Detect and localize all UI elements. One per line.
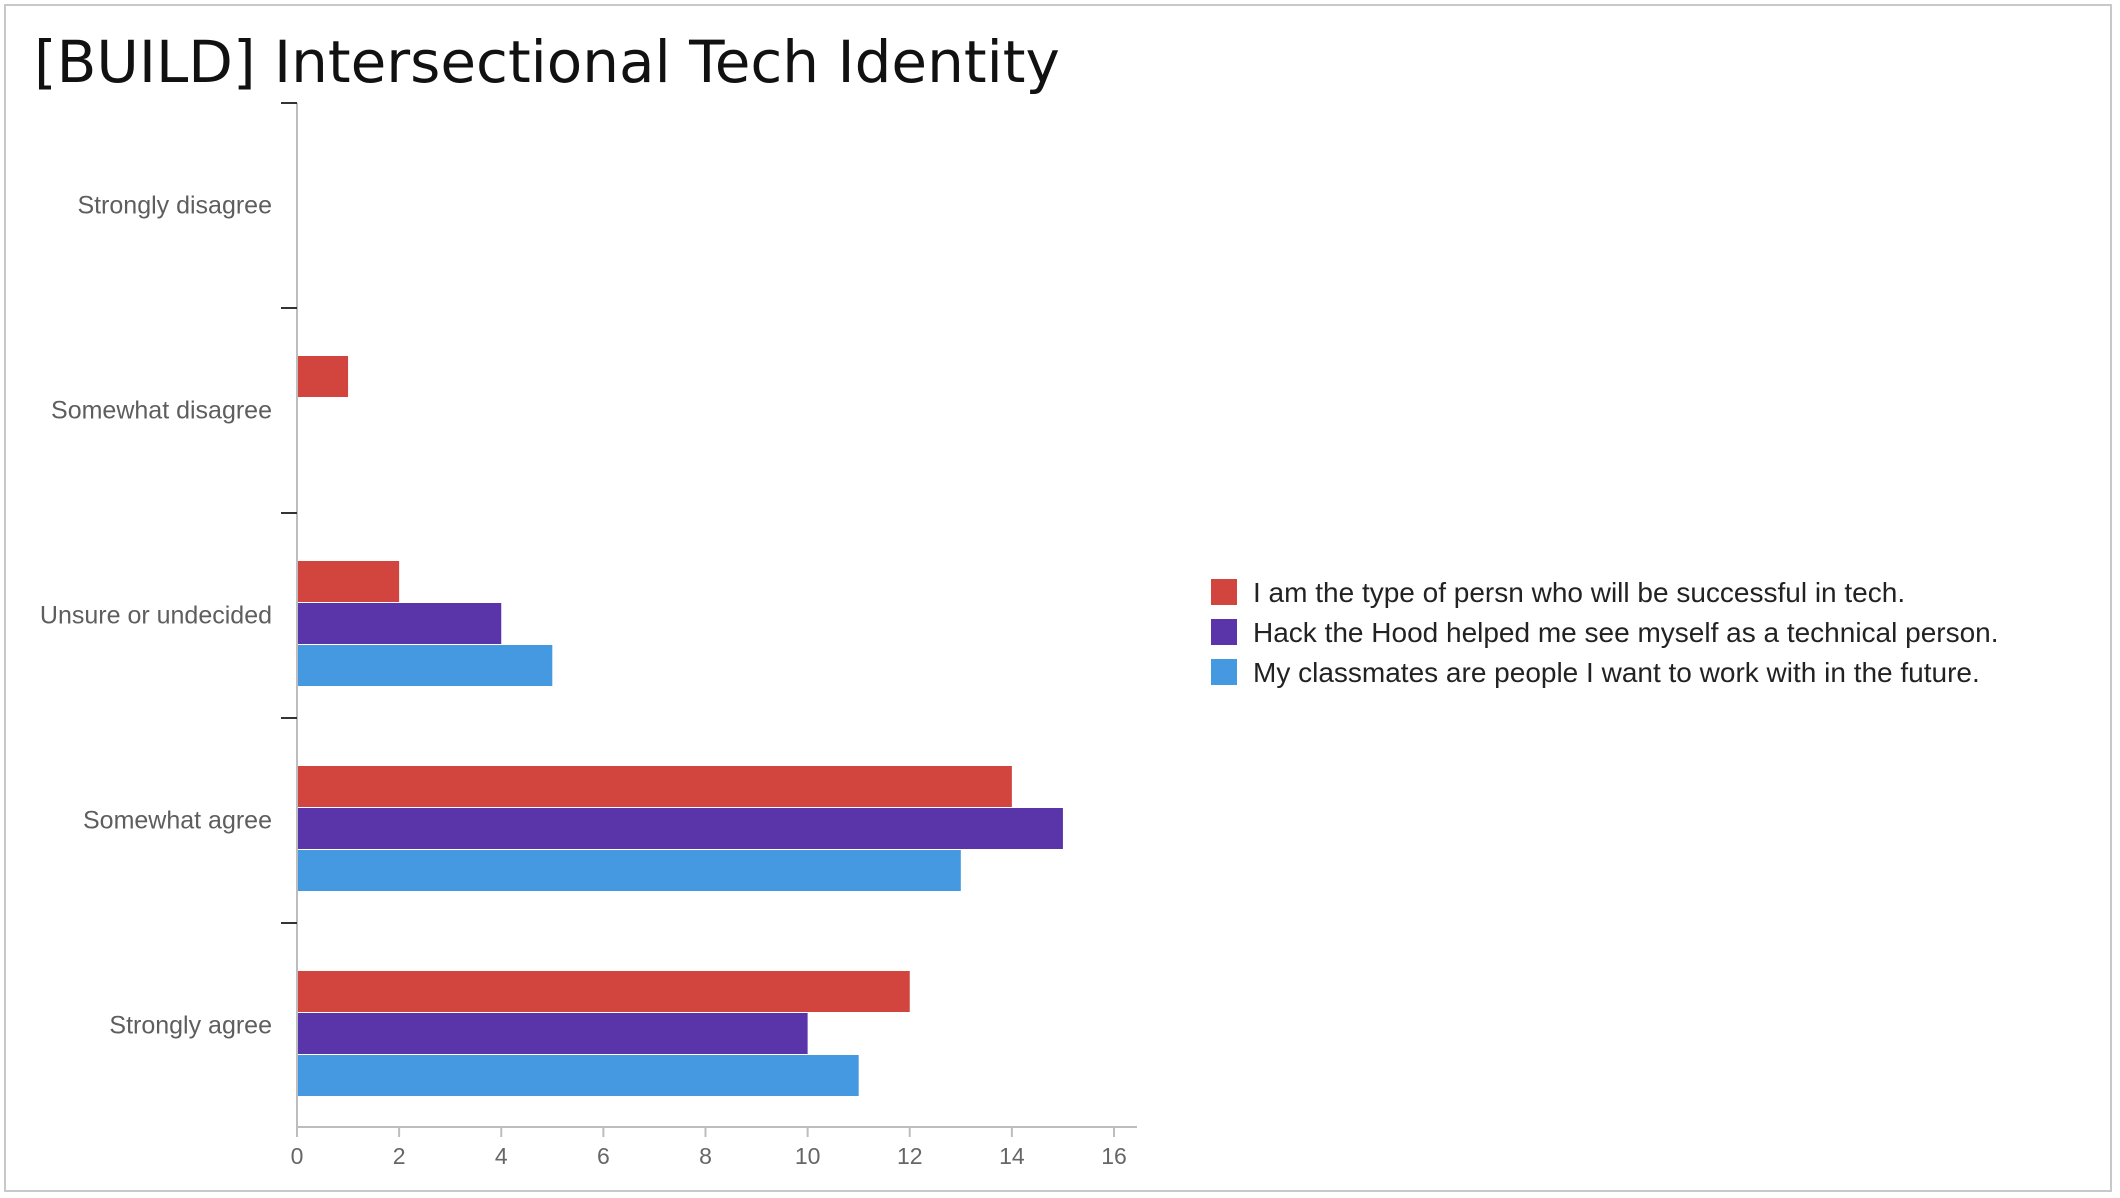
legend-swatch	[1211, 579, 1237, 605]
x-tick-label: 16	[1101, 1143, 1127, 1169]
bar	[297, 561, 400, 602]
category-label: Strongly agree	[109, 1012, 272, 1040]
x-tick-label: 6	[597, 1143, 610, 1169]
bar	[297, 603, 502, 644]
legend: I am the type of persn who will be succe…	[1211, 577, 1999, 688]
x-tick-label: 14	[999, 1143, 1025, 1169]
x-tick-label: 12	[897, 1143, 923, 1169]
x-tick-label: 10	[795, 1143, 821, 1169]
x-tick-label: 0	[291, 1143, 304, 1169]
bar	[297, 645, 553, 686]
bar	[297, 356, 349, 397]
legend-label: My classmates are people I want to work …	[1253, 657, 1980, 688]
category-label: Somewhat agree	[83, 807, 272, 835]
axes-layer: Strongly disagree Somewhat disagree Unsure…	[40, 102, 1137, 1169]
x-tick-label: 2	[393, 1143, 406, 1169]
x-tick-label: 4	[495, 1143, 508, 1169]
bars-layer	[297, 356, 1063, 1096]
legend-label: Hack the Hood helped me see myself as a …	[1253, 617, 1999, 648]
bar	[297, 850, 961, 891]
slide-title: [BUILD] Intersectional Tech Identity	[34, 28, 1060, 96]
legend-swatch	[1211, 659, 1237, 685]
bar	[297, 1013, 808, 1054]
bar	[297, 1055, 859, 1096]
bar	[297, 971, 910, 1012]
bar	[297, 766, 1012, 807]
category-label: Unsure or undecided	[40, 602, 272, 630]
x-tick-label: 8	[699, 1143, 712, 1169]
legend-label: I am the type of persn who will be succe…	[1253, 577, 1905, 608]
category-label: Somewhat disagree	[51, 397, 272, 425]
legend-swatch	[1211, 619, 1237, 645]
bar	[297, 808, 1063, 849]
category-label: Strongly disagree	[77, 192, 272, 220]
